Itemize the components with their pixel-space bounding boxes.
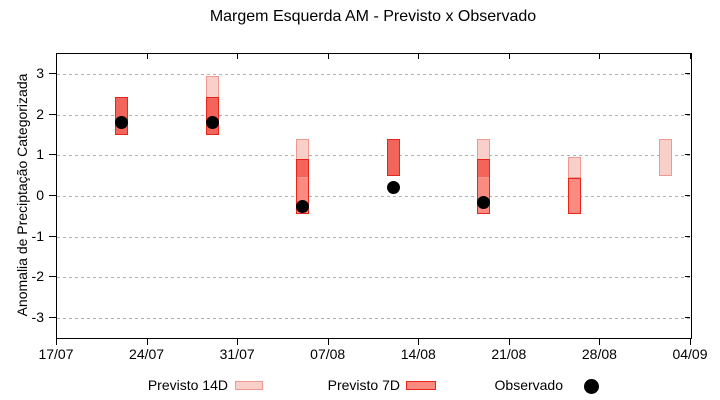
x-tick-mark-bottom — [418, 338, 420, 345]
y-tick-mark-left — [49, 235, 56, 237]
y-tick-label: -1 — [31, 227, 44, 244]
legend-swatch-previsto-14d — [235, 381, 263, 390]
observado-dot — [296, 199, 310, 213]
y-tick-label: 0 — [36, 187, 44, 203]
x-tick-mark-bottom — [508, 338, 510, 345]
bar-previsto-7d — [568, 177, 582, 215]
x-tick-mark-top — [146, 54, 148, 59]
observado-dot — [205, 116, 219, 130]
bar-previsto-14d — [658, 139, 672, 176]
legend-swatch-previsto-7d — [406, 381, 436, 390]
x-tick-label: 14/08 — [400, 346, 436, 362]
chart-title: Margem Esquerda AM - Previsto x Observad… — [209, 8, 537, 25]
observado-dot — [477, 195, 491, 209]
gridline-y2 — [57, 114, 691, 116]
x-tick-mark-top — [599, 54, 601, 59]
y-tick-mark-right — [685, 154, 690, 156]
x-tick-label: 24/07 — [129, 346, 165, 362]
x-tick-mark-bottom — [56, 338, 57, 345]
legend-label-observado: Observado — [494, 377, 563, 393]
legend-dot-observado — [584, 379, 599, 394]
legend-label-previsto-14d: Previsto 14D — [147, 377, 228, 393]
y-tick-mark-left — [49, 276, 56, 278]
y-tick-mark-left — [49, 113, 56, 115]
y-tick-mark-right — [685, 113, 690, 115]
gridline-y0 — [57, 196, 691, 197]
x-tick-mark-bottom — [237, 338, 239, 345]
x-tick-label: 31/07 — [219, 346, 255, 362]
x-tick-mark-bottom — [599, 338, 601, 345]
bar-overlap-14d-7d — [116, 97, 128, 135]
y-tick-label: 1 — [36, 146, 44, 163]
x-tick-mark-top — [56, 54, 57, 59]
y-tick-label: -2 — [31, 268, 44, 285]
gridline-y-3 — [57, 317, 691, 319]
y-tick-mark-right — [685, 195, 690, 196]
bar-overlap-14d-7d — [297, 160, 309, 178]
bar-overlap-14d-7d — [206, 97, 218, 135]
x-tick-mark-bottom — [146, 338, 148, 345]
x-tick-mark-top — [690, 54, 691, 59]
bar-overlap-14d-7d — [387, 140, 399, 175]
legend-label-previsto-7d: Previsto 7D — [327, 377, 400, 393]
bar-overlap-14d-7d — [478, 160, 490, 178]
x-tick-label: 07/08 — [310, 346, 346, 362]
x-tick-mark-top — [418, 54, 420, 59]
y-tick-mark-right — [685, 73, 690, 75]
x-tick-mark-top — [237, 54, 239, 59]
y-tick-mark-left — [49, 154, 56, 156]
x-tick-label: 28/08 — [581, 346, 617, 362]
gridline-y3 — [57, 74, 691, 76]
y-tick-mark-left — [49, 195, 56, 196]
gridline-y-2 — [57, 277, 691, 279]
y-tick-mark-right — [685, 316, 690, 318]
x-tick-label: 17/07 — [38, 346, 74, 362]
observado-dot — [115, 116, 129, 130]
y-tick-label: 3 — [36, 65, 44, 82]
y-tick-label: -3 — [31, 308, 44, 325]
x-tick-mark-bottom — [327, 338, 329, 345]
y-tick-mark-right — [685, 276, 690, 278]
y-tick-mark-left — [49, 316, 56, 318]
gridline-y1 — [57, 155, 691, 157]
gridline-y-1 — [57, 236, 691, 238]
y-tick-mark-right — [685, 235, 690, 237]
x-tick-label: 04/09 — [672, 346, 708, 362]
x-tick-mark-bottom — [690, 338, 691, 345]
x-tick-mark-top — [327, 54, 329, 59]
y-tick-label: 2 — [36, 105, 44, 122]
observado-dot — [386, 181, 400, 195]
bar-previsto-14d — [568, 157, 582, 178]
y-tick-mark-left — [49, 73, 56, 75]
x-tick-mark-top — [508, 54, 510, 59]
plot-area — [56, 53, 692, 339]
x-tick-label: 21/08 — [491, 346, 527, 362]
